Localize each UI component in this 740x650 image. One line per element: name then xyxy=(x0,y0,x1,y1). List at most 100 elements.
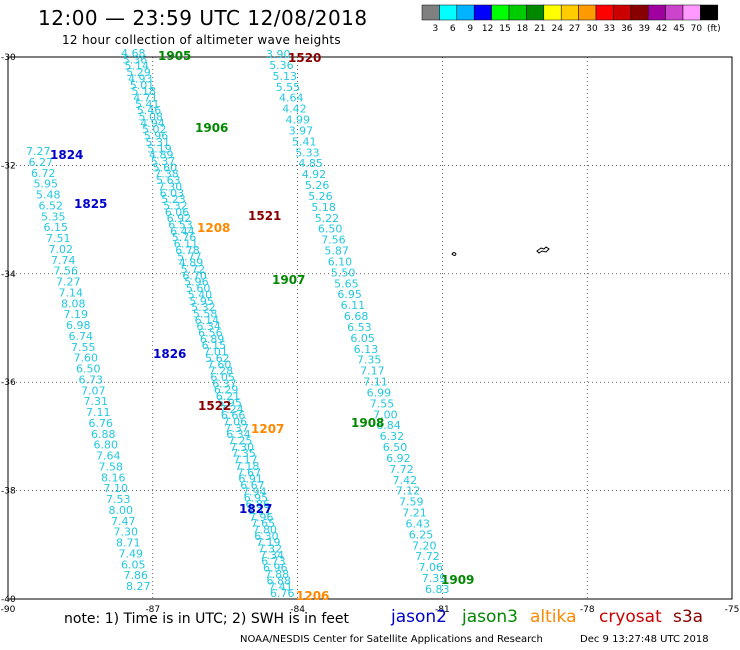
colorbar-swatch xyxy=(595,4,614,21)
wave-height-value: 6.88 xyxy=(91,428,116,441)
latitude-tick-label: -38 xyxy=(1,487,16,497)
wave-height-value: 7.35 xyxy=(231,447,256,460)
wave-height-value: 7.56 xyxy=(321,234,346,247)
colorbar-swatch xyxy=(439,4,458,21)
wave-height-value: 5.36 xyxy=(269,59,294,72)
wave-height-value: 5.41 xyxy=(135,98,160,111)
wave-height-value: 7.51 xyxy=(46,232,71,245)
wave-height-value: 7.60 xyxy=(74,352,99,365)
wave-height-value: 5.08 xyxy=(139,111,164,124)
page-subtitle: 12 hour collection of altimeter wave hei… xyxy=(62,33,341,47)
wave-height-value: 5.65 xyxy=(334,277,359,290)
wave-height-value: 6.43 xyxy=(406,518,431,531)
wave-height-value: 5.26 xyxy=(305,179,330,192)
wave-height-value: 6.13 xyxy=(354,343,379,356)
wave-height-value: 5.14 xyxy=(125,60,150,73)
legend-s3a: s3a xyxy=(673,607,704,627)
colorbar-label: 39 xyxy=(638,24,650,34)
wave-height-value: 5.13 xyxy=(273,70,298,83)
wave-height-value: 7.32 xyxy=(258,543,283,556)
wave-height-value: 4.93 xyxy=(128,72,153,85)
wave-height-value: 5.58 xyxy=(193,308,218,321)
wave-height-value: 5.41 xyxy=(292,135,317,148)
latitude-tick-label: -40 xyxy=(1,595,16,605)
colorbar-swatch xyxy=(560,4,579,21)
wave-height-value: 7.07 xyxy=(81,384,106,397)
wave-height-value: 7.47 xyxy=(111,515,136,528)
footer-note: note: 1) Time is in UTC; 2) SWH is in fe… xyxy=(64,611,350,627)
pass-time-label: 1827 xyxy=(239,502,272,516)
wave-height-value: 6.30 xyxy=(254,530,279,543)
colorbar-swatch xyxy=(665,4,684,21)
wave-height-value: 7.65 xyxy=(251,517,276,530)
wave-height-value: 7.17 xyxy=(360,365,385,378)
wave-height-value: 4.68 xyxy=(121,47,146,60)
wave-height-value: 5.96 xyxy=(144,130,169,143)
wave-height-value: 5.46 xyxy=(137,104,162,117)
axis-labels: -90 -87 -84 -81 -78 -75 -30 -32 -34 -36 -38 -40 xyxy=(1,53,740,615)
colorbar-label: 45 xyxy=(673,24,684,34)
wave-height-value: 6.05 xyxy=(350,332,375,345)
wave-height-value: 6.68 xyxy=(344,310,369,323)
wave-height-value: 7.88 xyxy=(265,568,290,581)
wave-height-value: 6.06 xyxy=(165,206,190,219)
wave-height-value: 7.74 xyxy=(51,254,76,267)
pass-time-label: 1908 xyxy=(351,416,384,430)
wave-height-value: 4.42 xyxy=(282,103,307,116)
wave-height-value: 6.29 xyxy=(214,384,239,397)
island-shape xyxy=(536,246,550,254)
wave-height-value: 5.01 xyxy=(130,79,155,92)
wave-height-value: 5.40 xyxy=(188,288,213,301)
wave-height-value: 7.28 xyxy=(209,365,234,378)
wave-height-value: 6.03 xyxy=(160,187,185,200)
wave-height-value: 6.66 xyxy=(221,409,246,422)
wave-height-value: 5.95 xyxy=(189,295,214,308)
pass-time-label: 1825 xyxy=(74,197,107,211)
wave-height-value: 6.92 xyxy=(167,212,192,225)
wave-height-value: 6.76 xyxy=(89,417,114,430)
wave-height-value: 8.27 xyxy=(126,580,151,593)
wave-height-value: 7.42 xyxy=(393,474,418,487)
pass-time-label: 1207 xyxy=(251,422,284,436)
wave-height-value: 5.32 xyxy=(163,200,188,213)
colorbar-label: (ft) xyxy=(707,24,721,34)
wave-height-value: 5.95 xyxy=(34,178,59,191)
wave-height-value: 6.10 xyxy=(328,255,353,268)
wave-height-value: 4.89 xyxy=(179,257,204,270)
wave-height-value: 5.36 xyxy=(123,53,148,66)
wave-height-value: 5.60 xyxy=(153,161,178,174)
latitude-tick-label: -30 xyxy=(1,53,16,63)
wave-height-value: 7.17 xyxy=(233,454,258,467)
wave-height-value: 6.15 xyxy=(202,339,227,352)
colorbar-label: 33 xyxy=(604,24,615,34)
wave-height-value: 5.87 xyxy=(324,245,349,258)
wave-height-value: 7.01 xyxy=(203,346,228,359)
wave-height-value: 7.11 xyxy=(86,406,111,419)
wave-height-value: 6.56 xyxy=(198,327,223,340)
wave-height-value: 6.37 xyxy=(212,377,237,390)
wave-height-value: 7.19 xyxy=(256,536,281,549)
wave-height-value: 6.74 xyxy=(69,330,94,343)
colorbar-label: 42 xyxy=(656,24,667,34)
pass-time-label: 1208 xyxy=(197,221,230,235)
wave-height-value: 8.08 xyxy=(61,297,86,310)
wave-height-value: 6.53 xyxy=(168,219,193,232)
wave-height-value: 7.19 xyxy=(64,308,89,321)
wave-height-value: 7.10 xyxy=(104,482,129,495)
wave-height-value: 4.64 xyxy=(279,92,304,105)
colorbar-label: 27 xyxy=(569,24,580,34)
page-title: 12:00 — 23:59 UTC 12/08/2018 xyxy=(38,6,368,30)
wave-height-value: 6.86 xyxy=(246,498,271,511)
wave-height-value: 6.84 xyxy=(376,419,401,432)
colorbar-label: 9 xyxy=(467,24,473,34)
wave-height-value: 6.15 xyxy=(44,221,69,234)
wave-height-value: 6.83 xyxy=(425,583,450,596)
wave-height-value: 6.98 xyxy=(66,319,91,332)
colorbar-label: 70 xyxy=(691,24,703,34)
wave-height-value: 6.32 xyxy=(380,430,405,443)
wave-height-value: 7.72 xyxy=(415,550,440,563)
map-frame xyxy=(7,56,733,600)
wave-height-value: 6.78 xyxy=(175,244,200,257)
wave-height-value: 3.97 xyxy=(289,124,314,137)
